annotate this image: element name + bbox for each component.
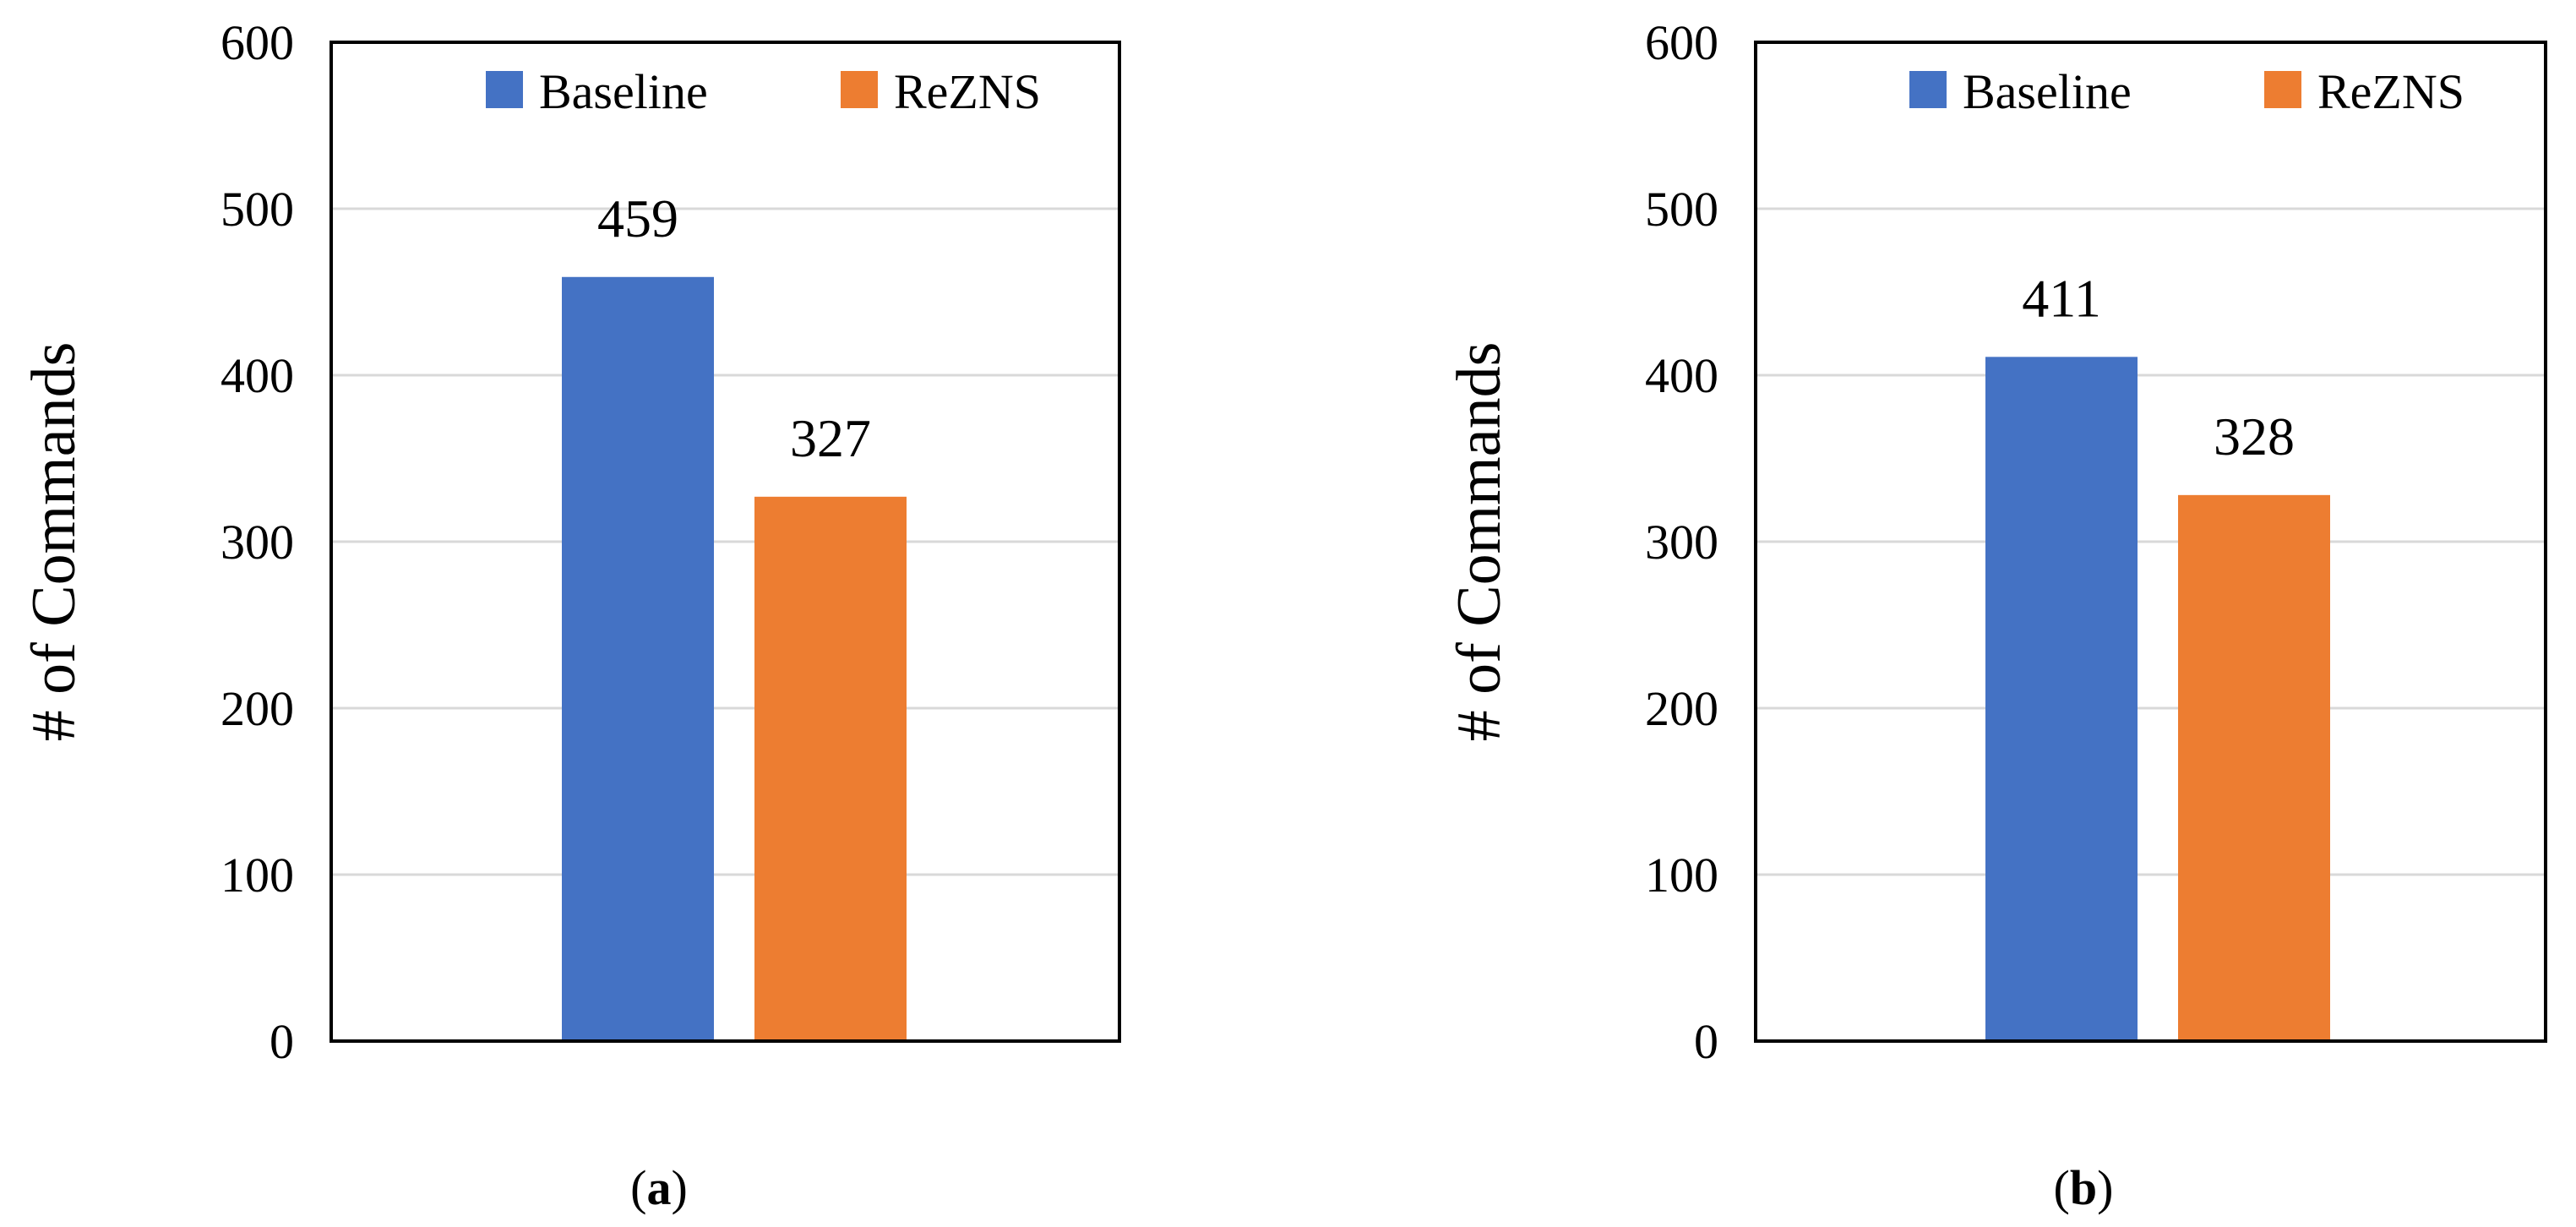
data-label-rezns: 328 <box>2214 406 2295 466</box>
y-tick-label: 300 <box>221 515 294 570</box>
data-label-rezns: 327 <box>790 408 871 468</box>
chart-panel-b: 411 328 0 100 200 300 400 500 600 # of Commands Ba… <box>1445 15 2547 1215</box>
panel-label: (b) <box>2054 1160 2114 1215</box>
y-tick-label: 100 <box>221 848 294 903</box>
legend-swatch-baseline <box>486 71 523 108</box>
y-tick-label: 400 <box>221 348 294 403</box>
legend-label-rezns: ReZNS <box>894 64 1041 119</box>
y-tick-label: 500 <box>221 182 294 237</box>
y-axis-label: # of Commands <box>1445 342 1514 742</box>
bar-baseline <box>1985 357 2138 1042</box>
panel-label: (a) <box>630 1160 688 1215</box>
y-tick-label: 600 <box>221 15 294 70</box>
bar-baseline <box>562 276 714 1041</box>
legend-label-baseline: Baseline <box>1963 64 2132 119</box>
chart-panel-a: 459 327 0 100 200 300 400 500 600 # of Commands Ba… <box>19 15 1121 1215</box>
y-tick-label: 200 <box>1645 681 1718 736</box>
y-tick-label: 300 <box>1645 515 1718 570</box>
y-tick-label: 0 <box>270 1014 294 1069</box>
bar-rezns <box>2178 494 2330 1041</box>
y-tick-label: 0 <box>1694 1014 1718 1069</box>
legend-swatch-rezns <box>2264 71 2301 108</box>
legend-swatch-rezns <box>841 71 878 108</box>
plot-area <box>1754 41 2547 1043</box>
y-tick-label: 200 <box>221 681 294 736</box>
y-axis-label: # of Commands <box>19 342 89 742</box>
y-tick-label: 600 <box>1645 15 1718 70</box>
y-tick-label: 400 <box>1645 348 1718 403</box>
legend-swatch-baseline <box>1909 71 1947 108</box>
y-tick-label: 500 <box>1645 182 1718 237</box>
y-tick-label: 100 <box>1645 848 1718 903</box>
data-label-baseline: 459 <box>597 188 678 248</box>
data-label-baseline: 411 <box>2022 268 2101 328</box>
legend-label-baseline: Baseline <box>539 64 708 119</box>
plot-area <box>329 41 1121 1043</box>
bar-rezns <box>754 496 907 1041</box>
legend-label-rezns: ReZNS <box>2317 64 2464 119</box>
